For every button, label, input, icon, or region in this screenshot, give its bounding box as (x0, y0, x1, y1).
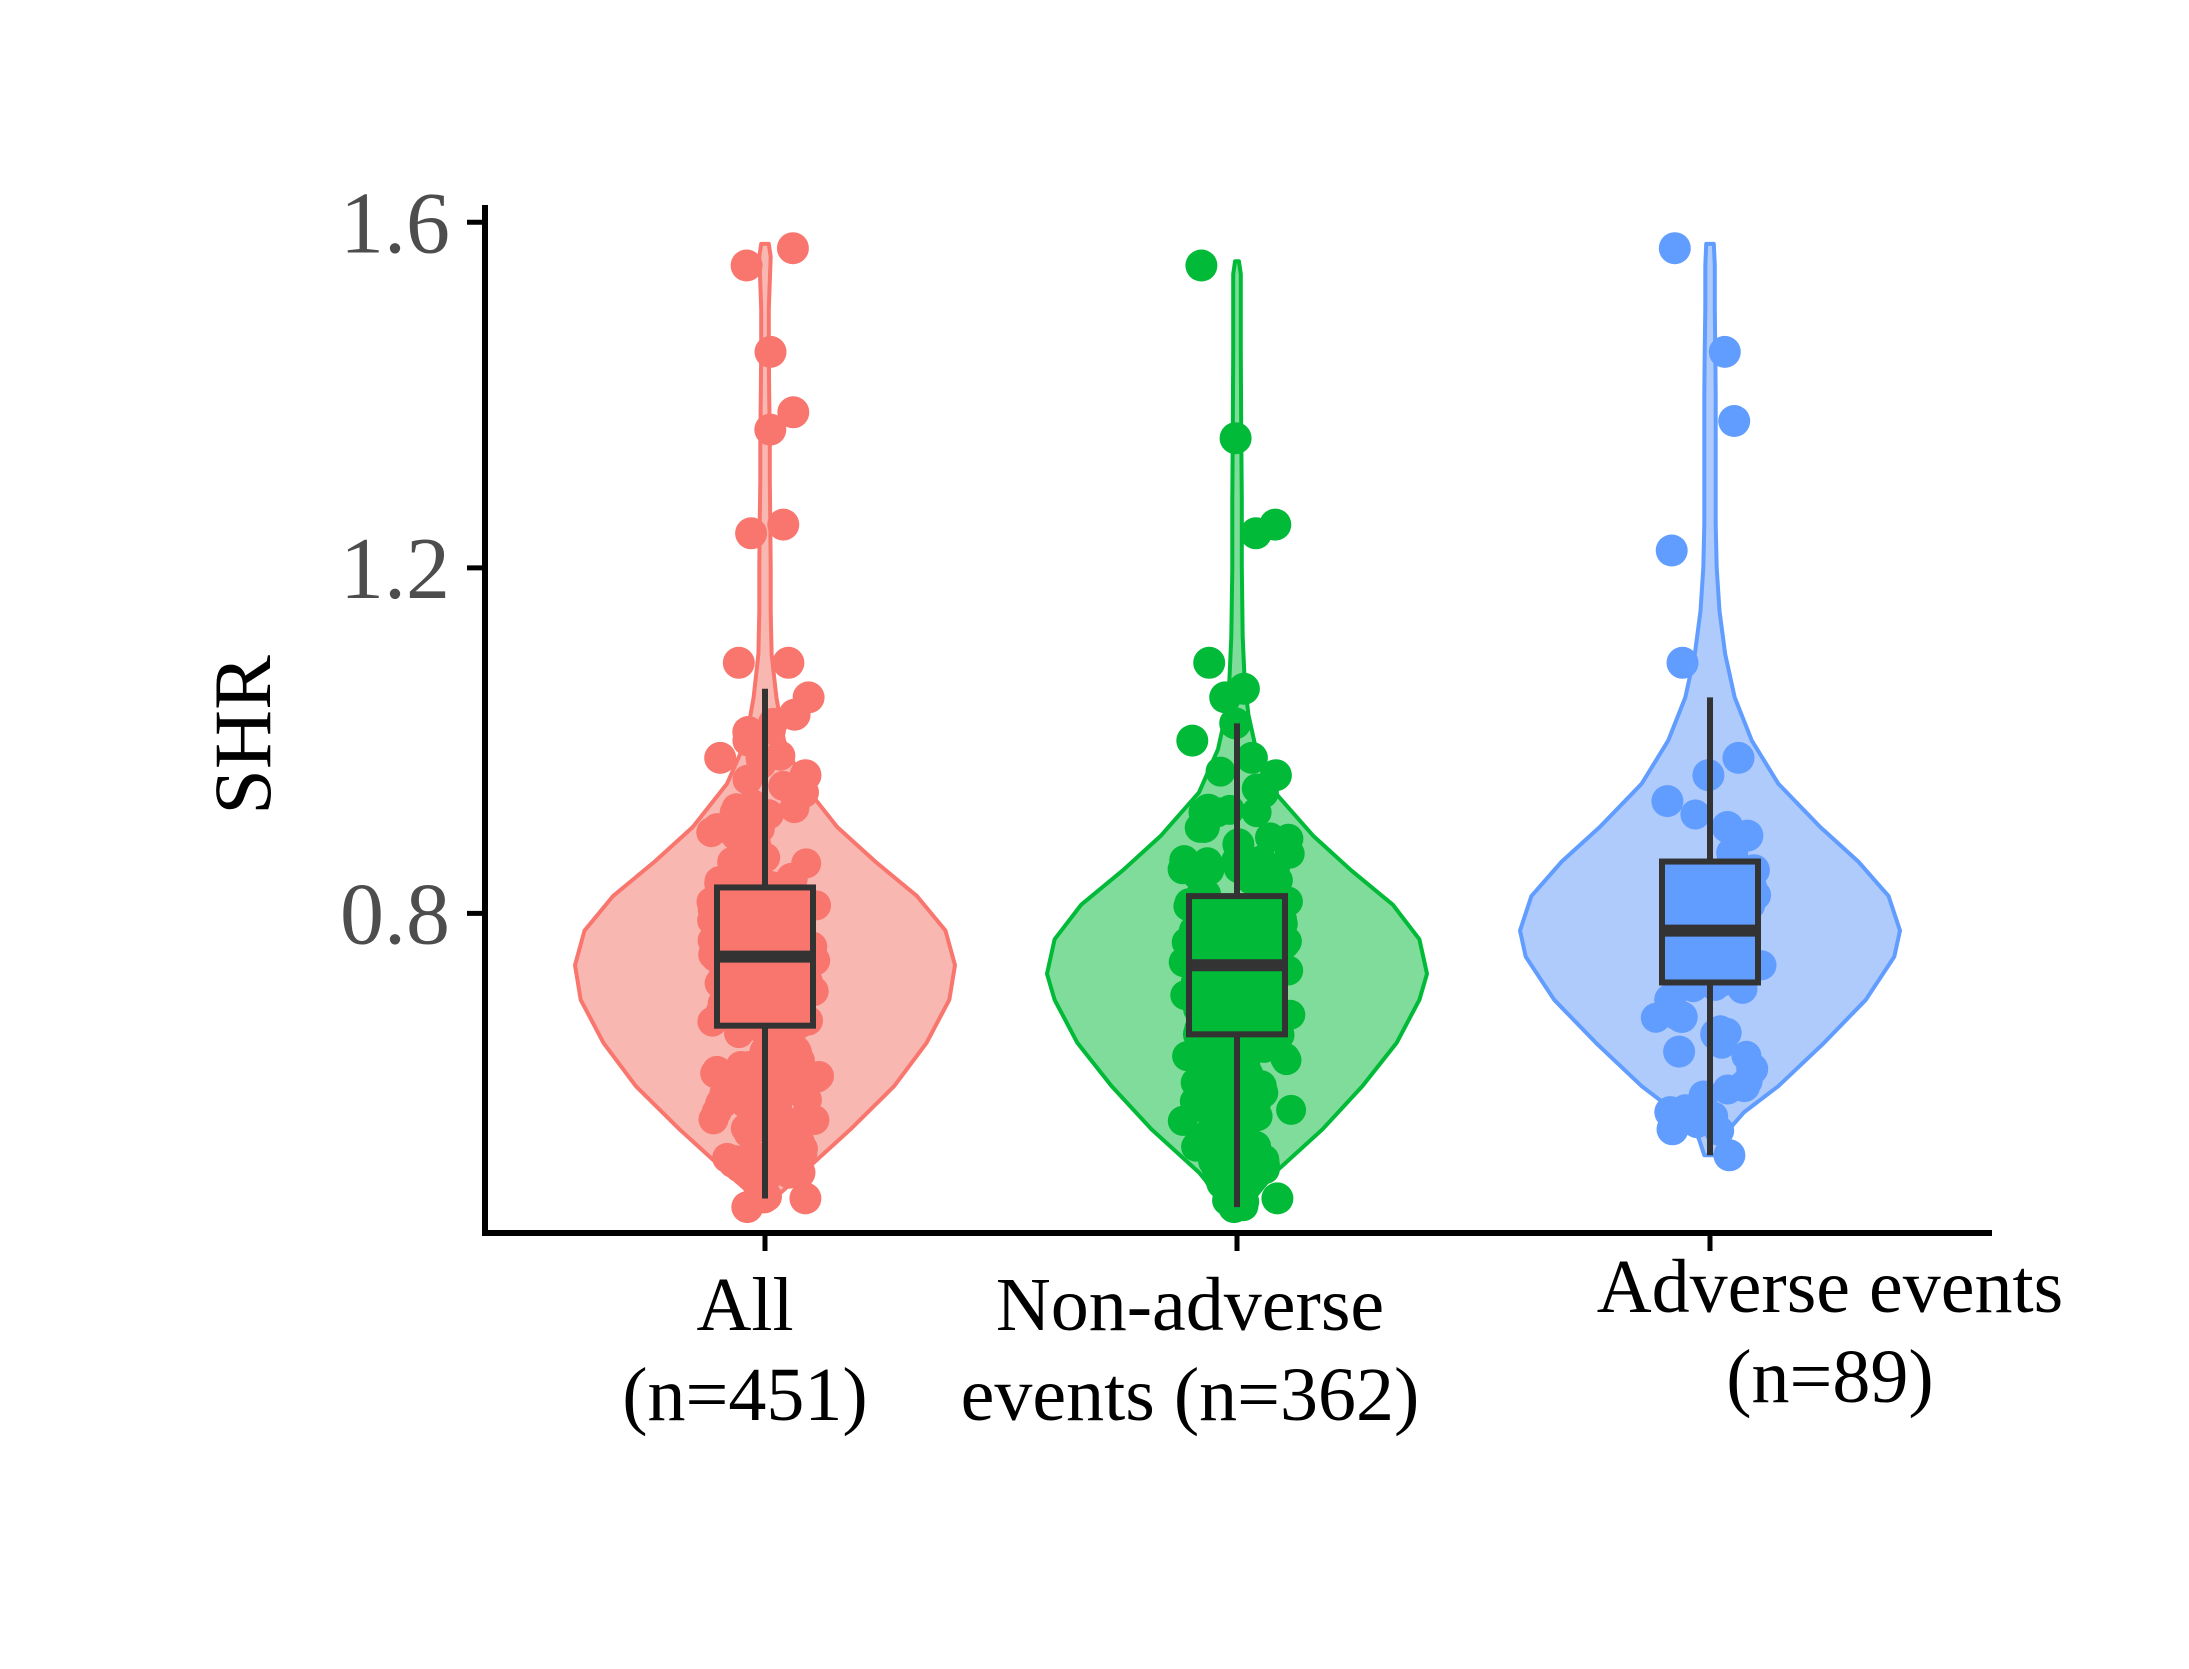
data-point (1193, 646, 1226, 679)
data-point (1259, 508, 1292, 541)
data-point (772, 646, 805, 679)
y-tick-label: 1.6 (340, 175, 450, 272)
jitter-point (1167, 1105, 1198, 1136)
data-point (1713, 1139, 1746, 1172)
data-point (1205, 1156, 1238, 1189)
data-point (754, 335, 787, 368)
data-point (763, 1139, 796, 1172)
data-point (1219, 422, 1252, 455)
jitter-point (1197, 1111, 1228, 1142)
data-point (1261, 1182, 1294, 1215)
data-point (704, 741, 737, 774)
data-point (777, 396, 810, 429)
jitter-point (1205, 756, 1236, 787)
data-point (1227, 672, 1260, 705)
data-point (1218, 1191, 1251, 1224)
data-point (722, 646, 755, 679)
jitter-point (1276, 1094, 1307, 1125)
data-point (1235, 741, 1268, 774)
data-point (1259, 759, 1292, 792)
data-point (1736, 1052, 1769, 1085)
jitter-point (1182, 859, 1212, 890)
data-point (792, 681, 825, 714)
x-tick-label-line2: (n=451) (622, 1353, 867, 1437)
jitter-point (1185, 1074, 1216, 1105)
data-point (735, 517, 768, 550)
x-tick-label-line1: Non-adverse (996, 1263, 1384, 1347)
data-point (1663, 1035, 1696, 1068)
data-point (1192, 793, 1225, 826)
data-point (1711, 811, 1744, 843)
jitter-point (1270, 1042, 1301, 1073)
x-tick-label-line2: (n=89) (1726, 1335, 1933, 1419)
data-point (1651, 785, 1684, 818)
jitter-point (1688, 1080, 1719, 1111)
jitter-point (1181, 1131, 1212, 1162)
data-point (767, 508, 800, 541)
data-point (1176, 724, 1209, 757)
jitter-point (799, 1105, 830, 1135)
y-ticks-layer: 0.8 1.2 1.6 (340, 175, 485, 963)
data-point (1239, 1130, 1272, 1163)
data-point (1244, 1070, 1277, 1103)
x-tick-label-line1: All (696, 1263, 793, 1347)
data-point (1655, 534, 1688, 567)
data-point (789, 759, 822, 792)
x-tick-label-line2: events (n=362) (961, 1353, 1420, 1437)
data-point (1219, 707, 1252, 740)
jitter-point (765, 740, 796, 771)
data-point (767, 1113, 800, 1146)
data-point (730, 249, 763, 282)
data-point (1718, 405, 1751, 437)
data-point (776, 232, 809, 265)
data-point (1708, 335, 1741, 368)
jitter-point (1680, 799, 1711, 830)
data-point (732, 793, 764, 826)
boxplot-layer (714, 688, 1761, 1208)
x-tick-label-line1: Adverse events (1597, 1245, 2063, 1329)
data-point (754, 413, 787, 446)
y-axis-title: SHR (197, 655, 288, 815)
y-tick-label: 0.8 (340, 866, 450, 963)
jitter-point (696, 817, 727, 848)
data-point (731, 1191, 764, 1224)
data-point (1654, 1096, 1687, 1129)
data-point (732, 716, 765, 748)
data-point (1666, 646, 1699, 679)
data-point (1700, 1018, 1733, 1051)
box-iqr-3 (1659, 858, 1761, 986)
jitter-point (718, 1148, 749, 1179)
data-point (789, 1182, 822, 1215)
y-tick-label: 1.2 (340, 521, 450, 618)
data-point (1722, 741, 1755, 774)
data-point (1658, 232, 1691, 265)
data-point (1185, 249, 1218, 282)
